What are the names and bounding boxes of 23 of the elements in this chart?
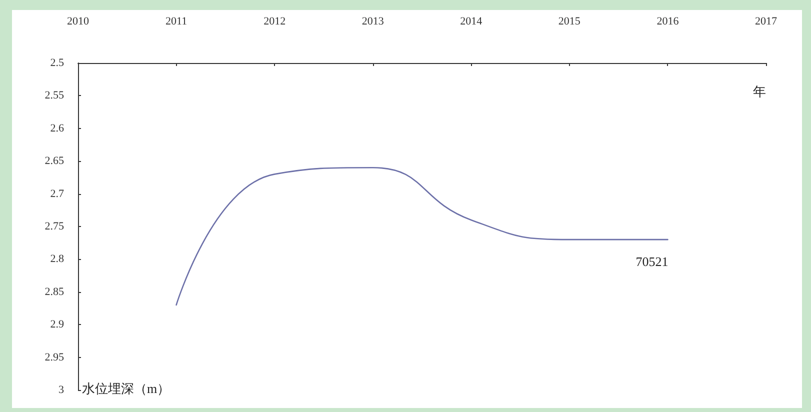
y-tick-label: 3 <box>58 384 64 396</box>
x-tick-label: 2010 <box>67 16 90 28</box>
y-tick-label: 2.95 <box>44 351 64 364</box>
y-tick-label: 2.8 <box>50 253 64 266</box>
x-tick-label: 2015 <box>558 16 581 28</box>
x-tick-label: 2016 <box>656 16 680 28</box>
x-tick-label: 2017 <box>755 16 778 28</box>
x-axis-title: 年 <box>753 84 766 99</box>
x-tick-label: 2012 <box>264 16 286 28</box>
y-tick-label: 2.5 <box>50 57 64 69</box>
x-tick-label: 2014 <box>460 16 483 28</box>
y-tick-label: 2.75 <box>44 220 64 232</box>
x-tick-label: 2011 <box>165 16 188 28</box>
y-tick-label: 2.65 <box>44 155 64 168</box>
line-series <box>176 166 668 306</box>
y-tick-label: 2.6 <box>50 122 64 134</box>
y-tick-label: 2.55 <box>44 90 64 102</box>
y-tick-label: 2.7 <box>50 188 64 200</box>
y-tick-label: 2.9 <box>50 318 64 331</box>
series-label: 70521 <box>636 254 668 270</box>
y-tick-label: 2.85 <box>44 286 64 298</box>
x-tick-label: 2013 <box>362 16 384 28</box>
y-axis-title: 水位埋深（m） <box>82 381 170 396</box>
